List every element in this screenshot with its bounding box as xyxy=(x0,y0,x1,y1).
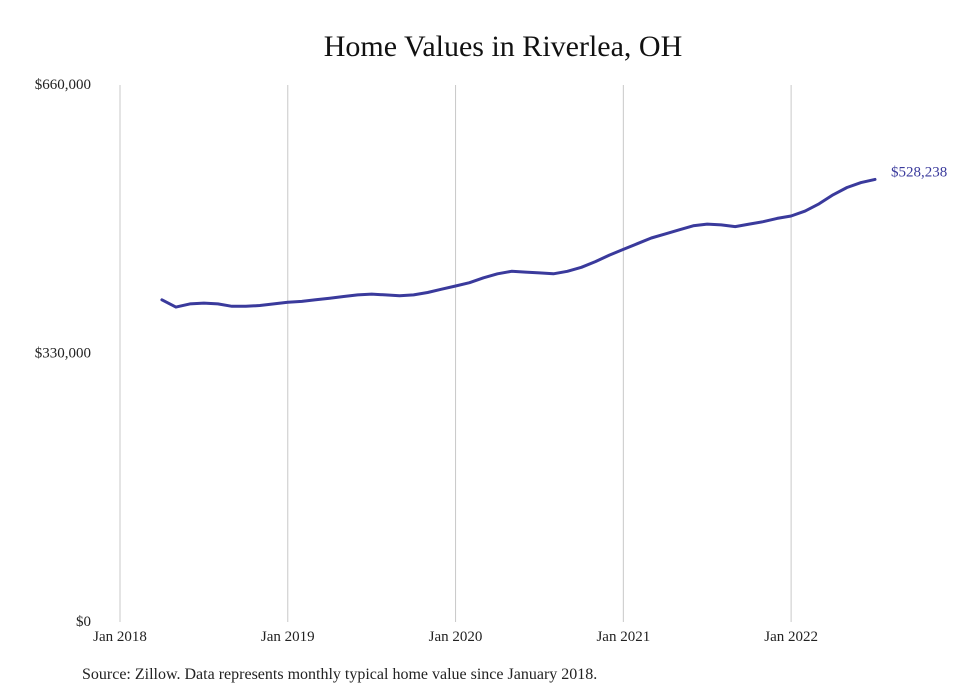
label-layer: $528,238 xyxy=(891,164,947,180)
gridlines xyxy=(119,85,792,622)
y-tick-label: $660,000 xyxy=(35,77,91,93)
x-tick-label: Jan 2022 xyxy=(764,629,818,645)
y-axis-ticks: $0 $330,000 $660,000 xyxy=(35,77,91,630)
series-layer xyxy=(160,177,877,309)
x-tick-label: Jan 2018 xyxy=(93,629,147,645)
x-tick-label: Jan 2021 xyxy=(596,629,650,645)
y-tick-label: $330,000 xyxy=(35,346,91,362)
y-tick-label: $0 xyxy=(76,614,91,630)
chart-title: Home Values in Riverlea, OH xyxy=(323,30,683,63)
x-tick-label: Jan 2020 xyxy=(429,629,483,645)
end-value-label: $528,238 xyxy=(891,164,947,180)
x-axis-ticks: Jan 2018 Jan 2019 Jan 2020 Jan 2021 Jan 2022 xyxy=(93,629,818,645)
line-chart: $0$330,000$660,000 Jan 2018 Jan 2019 Jan 2… xyxy=(35,77,948,645)
series-line xyxy=(160,177,877,309)
source-note: Source: Zillow. Data represents monthly … xyxy=(82,666,598,683)
x-tick-label: Jan 2019 xyxy=(261,629,315,645)
